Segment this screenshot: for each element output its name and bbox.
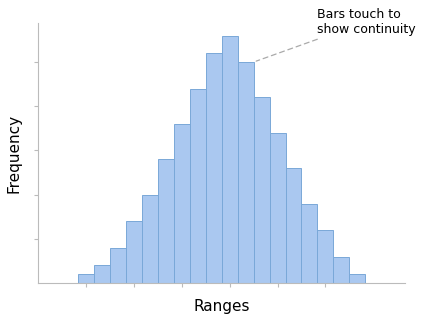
Bar [301,204,317,283]
Bar [189,89,205,283]
Y-axis label: Frequency: Frequency [7,114,22,193]
Bar [141,195,157,283]
Bar [333,256,349,283]
Bar [253,98,269,283]
Bar [110,248,126,283]
Bar [269,133,285,283]
Bar [126,221,141,283]
Bar [157,159,173,283]
Bar [221,36,237,283]
Bar [173,124,189,283]
Bar [285,168,301,283]
Bar [237,62,253,283]
Bar [317,230,333,283]
Bar [205,53,221,283]
X-axis label: Ranges: Ranges [193,299,249,314]
Bar [78,274,94,283]
Bar [94,265,110,283]
Bar [349,274,365,283]
Text: Bars touch to
show continuity: Bars touch to show continuity [255,8,415,61]
